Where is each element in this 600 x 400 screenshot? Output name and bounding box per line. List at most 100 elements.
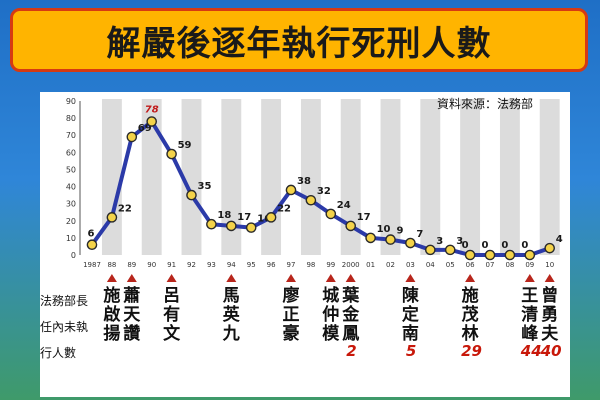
data-label-18: 3	[456, 236, 463, 247]
y-tick-label-9: 90	[66, 97, 76, 106]
source-note: 資料來源：法務部	[437, 97, 534, 111]
data-label-23: 4	[556, 234, 563, 245]
minister-name-10: 曾勇夫	[541, 286, 559, 344]
stripe-1	[101, 99, 122, 255]
minister-count-7: 5	[405, 342, 417, 360]
data-point-7	[225, 220, 237, 232]
data-label-16: 7	[416, 229, 423, 240]
minister-name-6: 葉金鳳	[342, 286, 360, 344]
minister-name-8: 施茂林	[461, 286, 479, 344]
data-point-8	[245, 222, 257, 233]
data-point-9	[265, 212, 277, 223]
minister-marker-6	[345, 274, 356, 282]
x-tick-label-8: 95	[247, 261, 256, 269]
data-point-4	[166, 148, 177, 160]
data-point-5	[186, 189, 197, 201]
minister-count-10: 40	[540, 342, 562, 360]
y-tick-label-5: 50	[66, 165, 76, 174]
minister-marker-9	[524, 274, 535, 282]
data-label-12: 24	[337, 200, 351, 211]
data-label-19: 0	[462, 240, 469, 251]
data-point-22	[524, 249, 536, 261]
stripe-23	[539, 99, 560, 255]
data-label-22: 0	[521, 240, 528, 251]
minister-marker-10	[544, 274, 555, 282]
minister-name-5: 城仲模	[322, 286, 340, 344]
data-point-10	[285, 184, 297, 196]
data-label-14: 10	[377, 224, 391, 235]
data-label-17: 3	[436, 236, 443, 247]
x-tick-label-2: 89	[127, 261, 136, 269]
minister-count-6: 2	[346, 342, 357, 360]
minister-name-3: 馬英九	[222, 286, 240, 344]
x-tick-label-23: 10	[545, 261, 554, 269]
y-tick-label-7: 70	[66, 131, 76, 140]
x-tick-label-20: 07	[486, 261, 495, 269]
data-point-18	[444, 244, 456, 256]
x-tick-label-18: 05	[446, 261, 455, 269]
minister-marker-3	[226, 274, 237, 282]
chart-panel: 0 10 20 30 40 50 60 70 80 90 6 22 69 78 59 35 18 17 16 22 38…	[40, 92, 570, 397]
x-tick-label-6: 93	[207, 261, 216, 269]
left-label-line-2: 任內未執	[40, 320, 89, 334]
y-tick-label-2: 20	[66, 217, 76, 226]
data-point-15	[385, 234, 396, 245]
data-label-1: 22	[118, 203, 132, 214]
stripe-7	[221, 99, 242, 255]
y-tick-label-4: 40	[66, 183, 76, 192]
minister-marker-7	[405, 274, 416, 282]
y-tick-label-3: 30	[66, 200, 76, 209]
x-tick-label-13: 2000	[342, 261, 360, 269]
data-label-5: 35	[198, 181, 212, 192]
data-point-2	[126, 131, 138, 143]
x-tick-label-5: 92	[187, 261, 196, 269]
y-tick-label-1: 10	[66, 234, 76, 243]
data-point-12	[325, 208, 337, 220]
stripe-21	[499, 99, 520, 255]
title-banner: 解嚴後逐年執行死刑人數	[10, 8, 588, 72]
left-label-line-3: 行人數	[40, 346, 77, 360]
x-tick-label-7: 94	[227, 261, 236, 269]
x-tick-label-19: 06	[466, 261, 475, 269]
x-tick-label-9: 96	[267, 261, 276, 269]
x-tick-label-16: 03	[406, 261, 415, 269]
minister-count-9: 44	[520, 342, 542, 360]
data-label-13: 17	[357, 212, 371, 223]
data-point-14	[365, 232, 376, 244]
stripe-5	[181, 99, 202, 255]
minister-marker-1	[126, 274, 137, 282]
stripe-15	[380, 99, 401, 255]
x-tick-label-22: 09	[525, 261, 534, 269]
x-tick-label-21: 08	[505, 261, 514, 269]
data-point-0	[86, 239, 98, 251]
minister-marker-8	[465, 274, 476, 282]
stripe-9	[261, 99, 282, 255]
data-label-9: 22	[277, 203, 291, 214]
minister-name-9: 王清峰	[521, 286, 539, 344]
data-point-13	[345, 220, 357, 232]
data-point-3	[146, 116, 157, 127]
data-label-3: 78	[145, 105, 159, 116]
x-tick-label-11: 98	[306, 261, 315, 269]
data-point-1	[106, 212, 118, 223]
left-label-line-1: 法務部長	[40, 294, 89, 308]
stripe-11	[300, 99, 321, 255]
x-tick-label-3: 90	[147, 261, 156, 269]
x-tick-label-12: 99	[326, 261, 335, 269]
data-point-23	[544, 242, 556, 254]
x-tick-label-1: 88	[107, 261, 116, 269]
x-tick-label-4: 91	[167, 261, 176, 269]
data-label-4: 59	[178, 140, 192, 151]
minister-row-label: 法務部長 任內未執 行人數	[40, 288, 102, 366]
data-point-16	[405, 237, 416, 249]
minister-marker-0	[106, 274, 117, 282]
x-tick-label-17: 04	[426, 261, 435, 269]
data-point-17	[424, 244, 436, 256]
data-label-2: 69	[138, 123, 152, 134]
minister-marker-4	[286, 274, 296, 282]
minister-name-0: 施啟揚	[103, 286, 121, 344]
data-label-6: 18	[217, 210, 231, 221]
data-label-20: 0	[482, 240, 489, 251]
minister-marker-5	[325, 274, 336, 282]
